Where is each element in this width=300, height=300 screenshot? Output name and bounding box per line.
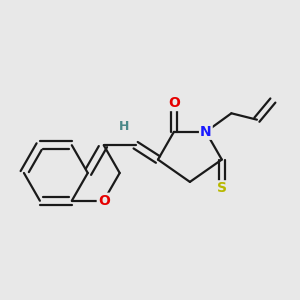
Text: N: N <box>200 125 212 139</box>
Text: O: O <box>98 194 110 208</box>
Text: H: H <box>119 120 130 133</box>
Text: O: O <box>168 96 180 110</box>
Text: S: S <box>217 181 227 195</box>
